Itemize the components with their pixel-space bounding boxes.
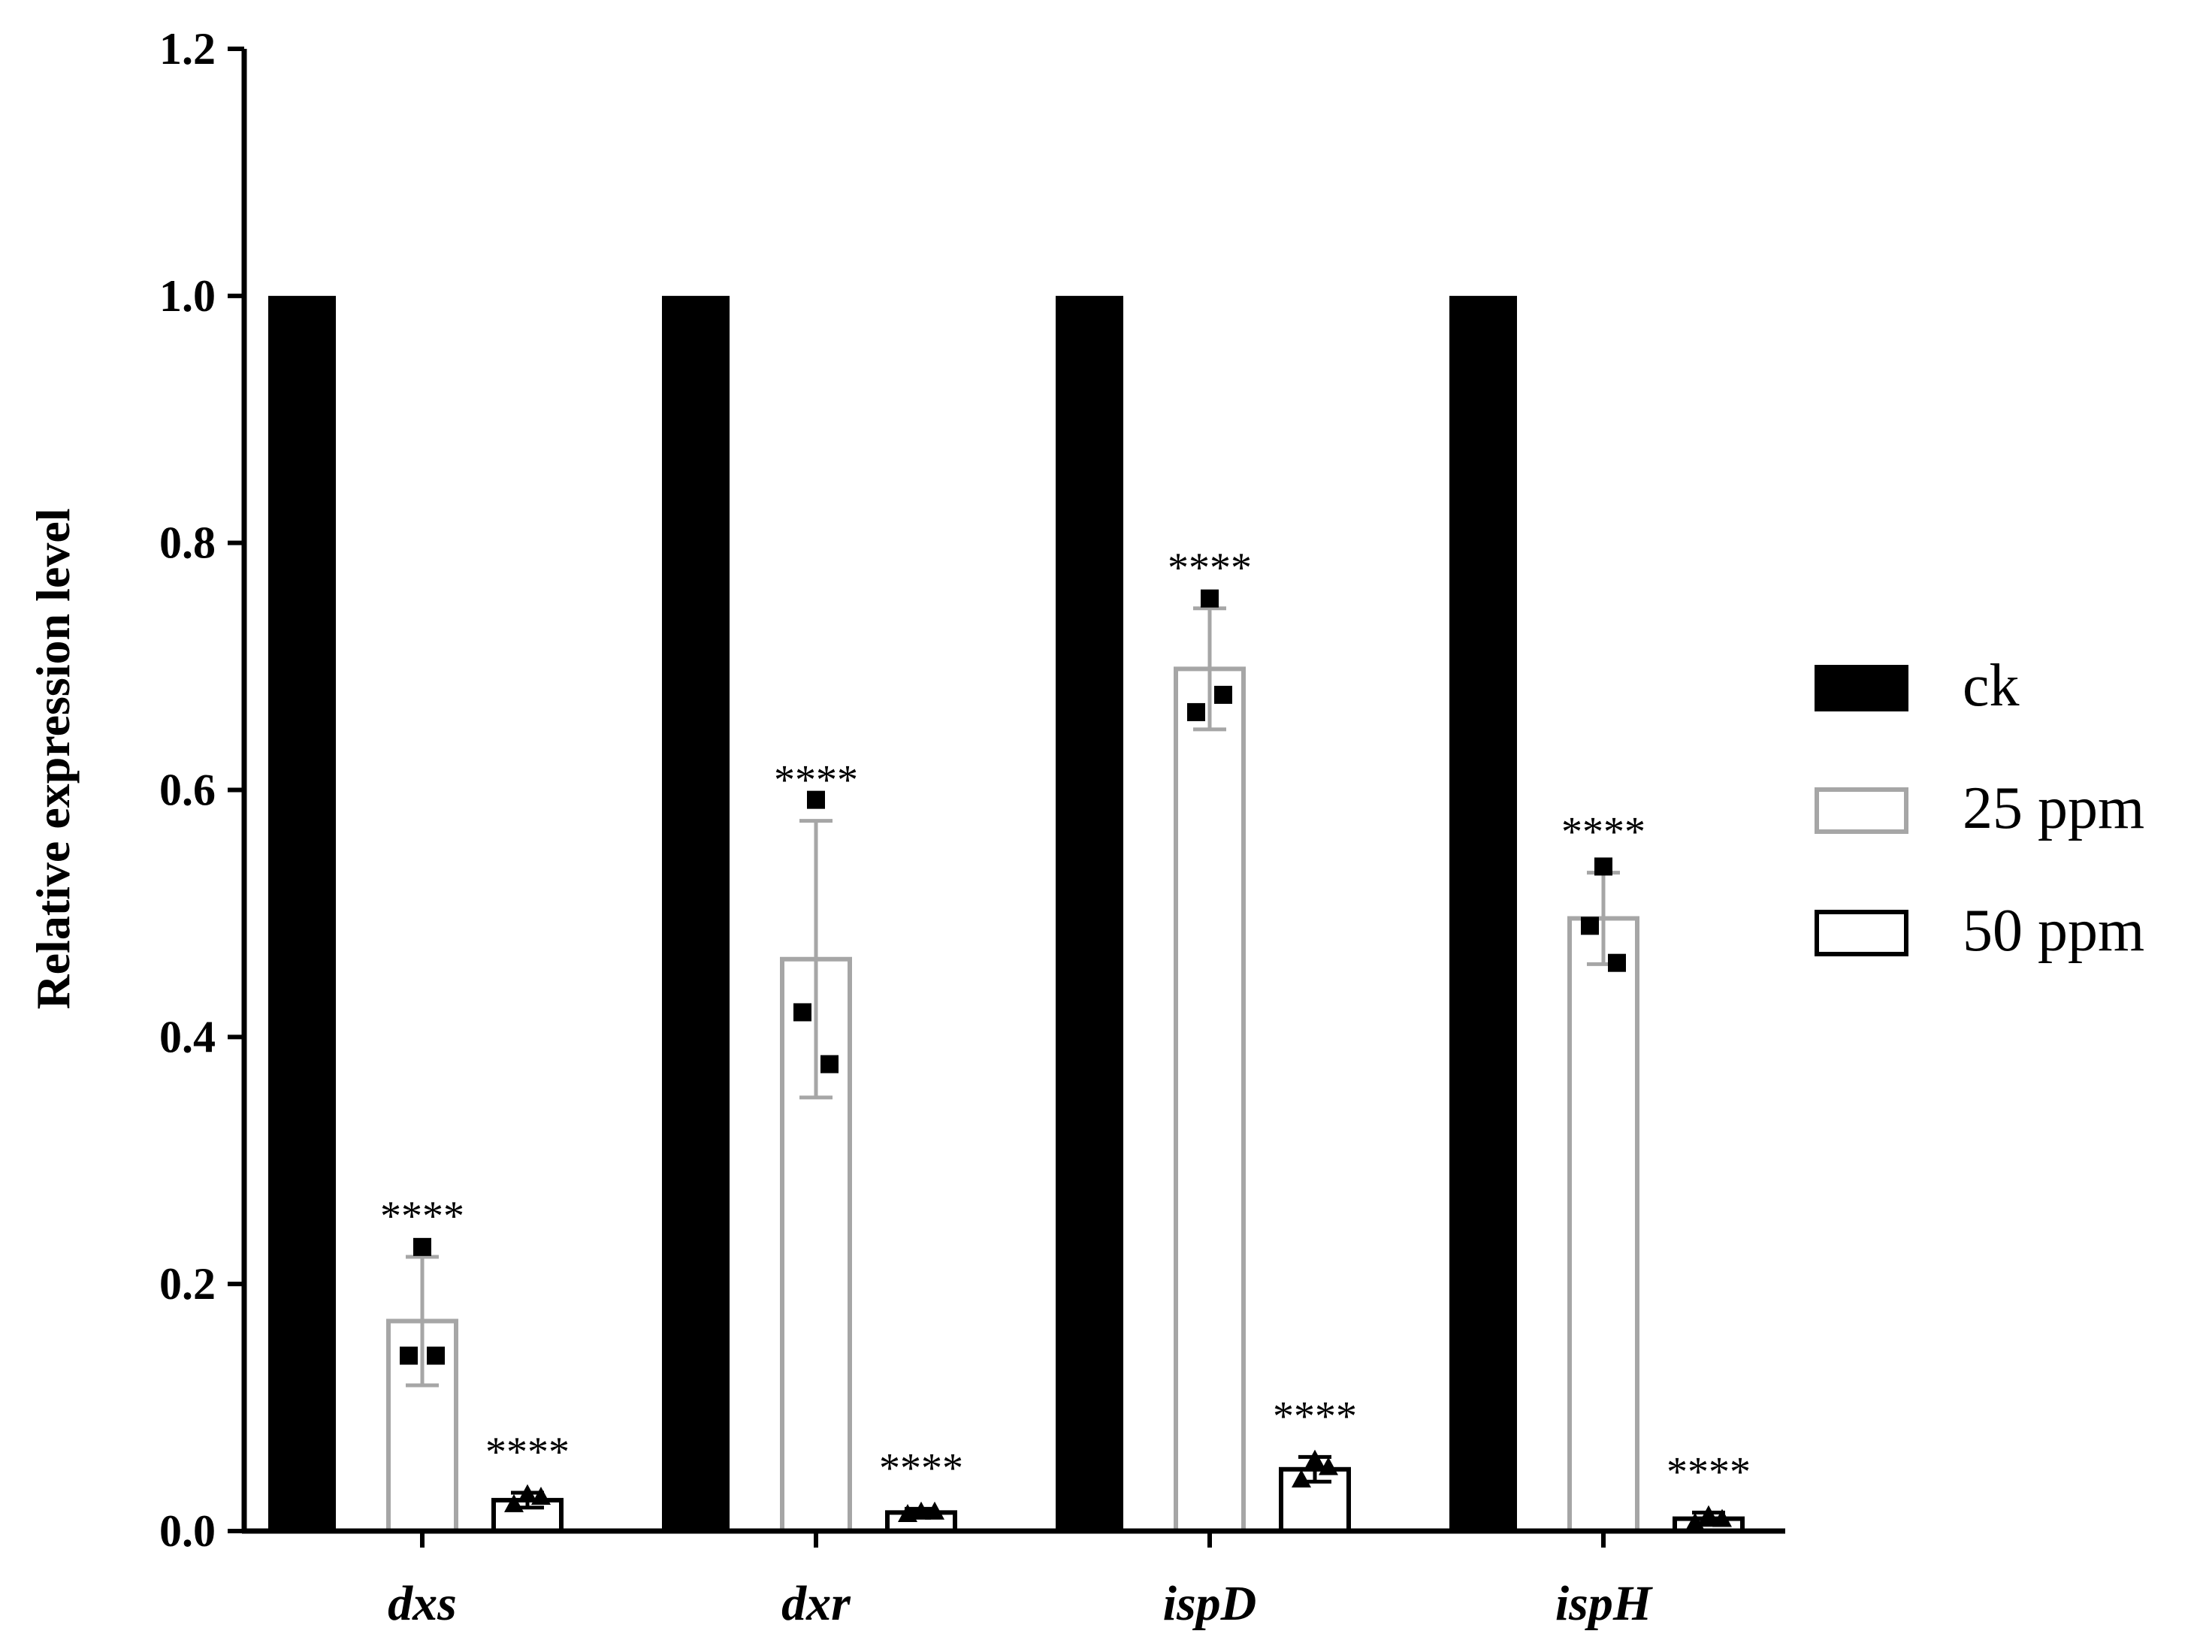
significance-label: **** [879, 1445, 963, 1491]
significance-label: **** [774, 757, 858, 804]
x-tick-label: dxs [388, 1576, 457, 1631]
legend-label: ck [1963, 653, 2020, 719]
data-point [400, 1346, 418, 1365]
data-point [413, 1237, 431, 1256]
data-point [504, 1493, 524, 1512]
data-point [1214, 685, 1232, 704]
data-point [1305, 1449, 1325, 1468]
data-point [1201, 589, 1219, 608]
legend-label: 50 ppm [1963, 898, 2144, 964]
y-axis-title: Relative expression level [26, 508, 80, 1009]
data-point [1581, 917, 1599, 935]
data-point [1319, 1457, 1338, 1475]
bar-ck-dxs [268, 295, 336, 1531]
data-point [518, 1484, 537, 1503]
bar-ck-ispD [1056, 295, 1123, 1531]
data-point [1712, 1509, 1732, 1527]
significance-label: **** [1168, 545, 1252, 591]
data-point [911, 1501, 931, 1520]
significance-label: **** [380, 1193, 464, 1240]
data-point [531, 1486, 551, 1505]
y-tick-label: 1.0 [159, 271, 216, 321]
legend-swatch [1815, 665, 1908, 711]
data-point [1292, 1469, 1311, 1487]
data-point [1699, 1505, 1718, 1524]
legend-swatch [1815, 787, 1908, 834]
data-point [820, 1055, 839, 1074]
x-tick-label: dxr [781, 1576, 851, 1631]
data-point [807, 790, 825, 809]
bar-25 ppm-ispD [1174, 666, 1246, 1533]
y-tick-label: 0.4 [159, 1012, 216, 1062]
x-tick-label: ispD [1163, 1576, 1257, 1631]
bars-layer: **** **** **** **** **** **** **** **** [268, 295, 1751, 1534]
data-point [793, 1003, 811, 1022]
significance-label: **** [1667, 1448, 1751, 1495]
significance-label: **** [1561, 809, 1645, 856]
legend: ck 25 ppm 50 ppm [1815, 653, 2144, 964]
data-point [898, 1503, 917, 1522]
data-point [427, 1346, 445, 1365]
bar-25 ppm-ispH [1567, 916, 1639, 1533]
legend-swatch [1815, 910, 1908, 956]
bar-ck-ispH [1449, 295, 1517, 1531]
y-tick-label: 0.8 [159, 518, 216, 568]
data-point [1187, 702, 1205, 721]
legend-label: 25 ppm [1963, 775, 2144, 841]
data-point [1685, 1512, 1705, 1531]
significance-label: **** [1273, 1393, 1357, 1439]
significance-label: **** [485, 1429, 570, 1475]
data-point [1608, 953, 1626, 972]
data-point [1594, 857, 1612, 876]
y-tick-label: 0.0 [159, 1506, 216, 1556]
bar-ck-dxr [662, 295, 730, 1531]
y-tick-label: 0.2 [159, 1259, 216, 1309]
y-tick-label: 1.2 [159, 24, 216, 74]
axes-layer: 0.0 0.2 0.4 0.6 0.8 1.0 1.2 dxs dxr ispD ispH [159, 24, 1785, 1631]
x-tick-label: ispH [1555, 1576, 1654, 1631]
y-tick-label: 0.6 [159, 766, 216, 815]
data-point [925, 1501, 944, 1520]
